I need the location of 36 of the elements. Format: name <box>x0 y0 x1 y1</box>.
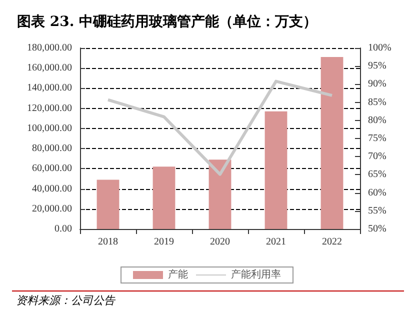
y-tick-label: 80,000.00 <box>32 143 72 154</box>
y2-tick-label: 65% <box>368 169 386 180</box>
bar <box>152 166 176 229</box>
y-tick-label: 100,000.00 <box>27 122 72 134</box>
bar <box>264 111 288 229</box>
bar <box>208 160 232 229</box>
x-tick-label: 2021 <box>266 236 286 248</box>
legend-label: 产能 <box>168 268 188 280</box>
x-tick-label: 2018 <box>98 236 118 248</box>
text: 资料来源：公司公告 <box>16 294 116 307</box>
chart-title: 图表 23. 中硼硅药用玻璃管产能（单位：万支） <box>17 13 318 30</box>
y2-tick-label: 90% <box>368 78 386 90</box>
y-tick-label: 180,000.00 <box>27 42 72 54</box>
y2-tick-label: 95% <box>368 60 386 72</box>
legend-label: 产能利用率 <box>231 268 281 280</box>
x-tick-label: 2020 <box>210 236 230 248</box>
y2-tick-label: 75% <box>368 133 386 144</box>
y2-tick-label: 100% <box>368 42 392 54</box>
bar <box>320 57 344 229</box>
y2-tick-label: 55% <box>368 205 386 216</box>
y-tick-label: 140,000.00 <box>27 82 72 94</box>
y-tick-label: 20,000.00 <box>32 203 72 214</box>
y2-tick-label: 85% <box>368 96 386 108</box>
x-tick-label: 2022 <box>322 236 342 248</box>
y2-tick-label: 80% <box>368 114 386 126</box>
y2-tick-label: 70% <box>368 151 386 162</box>
y2-tick-label: 50% <box>368 224 386 234</box>
bar <box>96 180 120 229</box>
x-tick-label: 2019 <box>154 236 174 248</box>
y-tick-label: 60,000.00 <box>32 163 72 174</box>
y-tick-label: 160,000.00 <box>27 62 72 74</box>
line-series <box>106 80 334 176</box>
y-tick-label: 0.00 <box>54 224 72 234</box>
y2-tick-label: 60% <box>368 187 386 198</box>
y-tick-label: 40,000.00 <box>32 183 72 194</box>
y-tick-label: 120,000.00 <box>27 102 72 114</box>
